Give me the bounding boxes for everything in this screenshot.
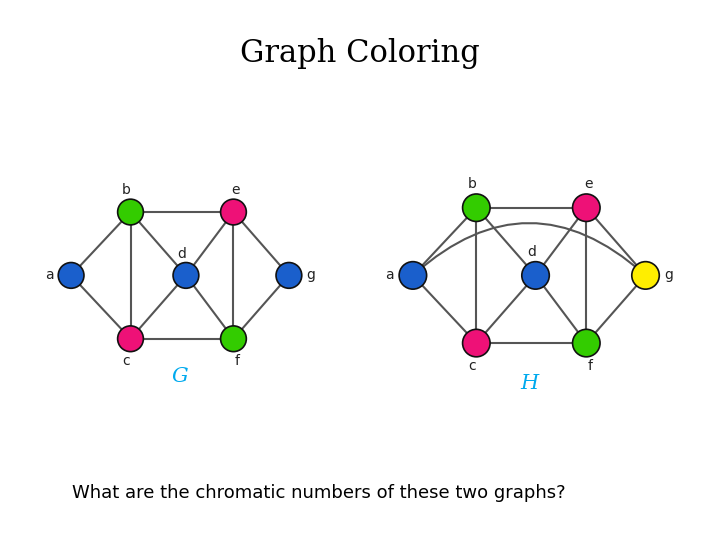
- Text: b: b: [468, 178, 477, 192]
- FancyArrowPatch shape: [415, 223, 644, 274]
- Circle shape: [522, 262, 549, 289]
- Circle shape: [220, 326, 246, 352]
- Text: What are the chromatic numbers of these two graphs?: What are the chromatic numbers of these …: [72, 484, 566, 502]
- Circle shape: [276, 262, 302, 288]
- Circle shape: [572, 194, 600, 221]
- Text: G: G: [171, 367, 189, 386]
- Circle shape: [220, 199, 246, 225]
- Text: e: e: [231, 183, 240, 197]
- Text: f: f: [235, 354, 240, 368]
- Circle shape: [631, 262, 660, 289]
- Text: a: a: [385, 268, 394, 282]
- Circle shape: [117, 199, 143, 225]
- Text: a: a: [45, 268, 53, 282]
- Text: g: g: [665, 268, 673, 282]
- Text: c: c: [468, 359, 476, 373]
- Text: Graph Coloring: Graph Coloring: [240, 38, 480, 69]
- Circle shape: [58, 262, 84, 288]
- Text: b: b: [122, 183, 131, 197]
- Text: g: g: [306, 268, 315, 282]
- Text: f: f: [588, 359, 593, 373]
- Text: d: d: [527, 245, 536, 259]
- Text: e: e: [584, 178, 593, 192]
- Circle shape: [399, 262, 427, 289]
- Circle shape: [572, 329, 600, 357]
- Circle shape: [462, 194, 490, 221]
- Text: H: H: [520, 374, 539, 393]
- Circle shape: [173, 262, 199, 288]
- Circle shape: [462, 329, 490, 357]
- Text: c: c: [122, 354, 130, 368]
- Text: d: d: [178, 247, 186, 261]
- Circle shape: [117, 326, 143, 352]
